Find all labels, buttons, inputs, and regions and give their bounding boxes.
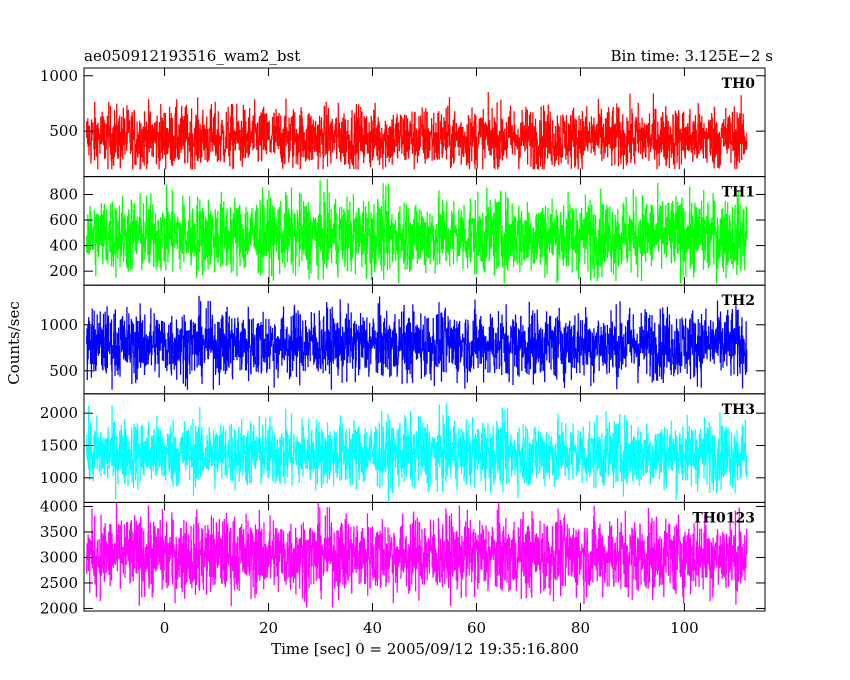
x-tick-label: 20	[259, 619, 278, 637]
y-tick-label: 3500	[40, 523, 78, 541]
x-tick-label: 80	[571, 619, 590, 637]
y-tick-label: 1000	[40, 469, 78, 487]
series-trace-th0	[86, 92, 748, 170]
y-tick-label: 1000	[40, 316, 78, 334]
x-axis-label: Time [sec] 0 = 2005/09/12 19:35:16.800	[271, 640, 579, 658]
x-tick-label: 100	[670, 619, 699, 637]
y-tick-label: 600	[49, 211, 78, 229]
chart-title-left: ae050912193516_wam2_bst	[84, 47, 300, 65]
y-tick-label: 500	[49, 122, 78, 140]
y-tick-label: 3000	[40, 548, 78, 566]
panel-label-th0: TH0	[722, 76, 756, 92]
y-tick-label: 2000	[40, 404, 78, 422]
panel-label-th0123: TH0123	[692, 510, 755, 526]
series-trace-th2	[86, 295, 748, 390]
y-tick-label: 800	[49, 185, 78, 203]
y-tick-label: 2500	[40, 574, 78, 592]
x-tick-label: 0	[160, 619, 170, 637]
x-tick-label: 60	[467, 619, 486, 637]
series-trace-th3	[86, 402, 748, 501]
panel-label-th3: TH3	[722, 402, 755, 418]
series-trace-th1	[86, 178, 748, 284]
y-tick-label: 1000	[40, 67, 78, 85]
y-axis-label: Counts/sec	[5, 301, 23, 385]
series-trace-th0123	[86, 502, 748, 608]
y-tick-label: 1500	[40, 437, 78, 455]
x-tick-label: 40	[363, 619, 382, 637]
y-tick-label: 2000	[40, 599, 78, 617]
y-tick-label: 400	[49, 237, 78, 255]
panel-frame-th0123	[83, 501, 766, 612]
panel-label-th2: TH2	[722, 293, 755, 309]
y-tick-label: 4000	[40, 497, 78, 515]
y-tick-label: 500	[49, 362, 78, 380]
chart-title-right: Bin time: 3.125E−2 s	[611, 47, 773, 65]
y-tick-label: 200	[49, 262, 78, 280]
panel-label-th1: TH1	[722, 185, 755, 201]
